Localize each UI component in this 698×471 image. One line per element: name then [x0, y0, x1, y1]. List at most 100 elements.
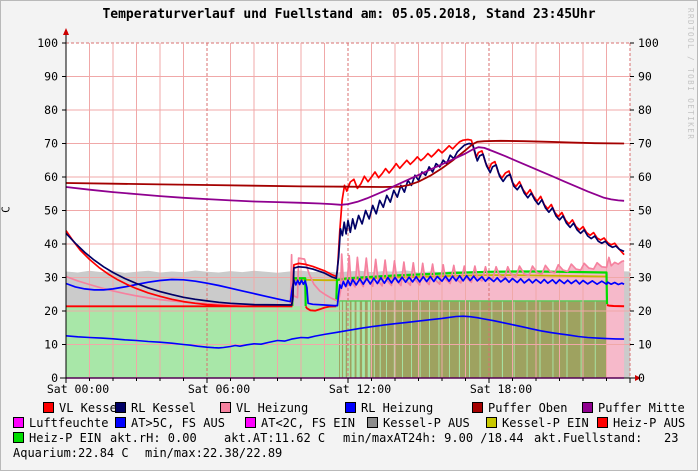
stat-aquarium: Aquarium:22.84 C [13, 446, 129, 460]
area-green-slit [469, 300, 470, 378]
area-green-slit [539, 300, 541, 378]
legend-label: RL Kessel [131, 401, 197, 415]
legend-swatch-heiz-p-aus [597, 417, 608, 428]
legend-label: RL Heizung [361, 401, 434, 415]
area-green-slit [438, 300, 440, 378]
x-tick-label: Sat 12:00 [329, 382, 391, 396]
stat-min-max: min/max:22.38/22.89 [145, 446, 283, 460]
y-tick-label-right: 0 [638, 371, 645, 385]
series-puffer_oben [65, 139, 625, 188]
y-tick-label-left: 10 [44, 338, 58, 352]
area-green-slit [458, 300, 460, 378]
area-green-slit [419, 300, 421, 378]
area-khaki-overlap [345, 300, 348, 378]
stat-akt-fuellstand: akt.Fuellstand: 23 [534, 431, 679, 445]
legend-label: Heiz-P EIN [29, 431, 102, 445]
legend-label: Kessel-P EIN [502, 416, 589, 430]
series-at_line [65, 315, 625, 349]
area-green-slit [526, 300, 528, 378]
area-green-slit [386, 300, 387, 378]
y-axis-arrow [63, 28, 69, 35]
legend-item-heiz-p-aus: Heiz-P AUS [597, 417, 685, 430]
area-green-slit [373, 300, 375, 378]
legend-label: AT>5C, FS AUS [131, 416, 225, 430]
legend-swatch-vl-kessel [43, 402, 54, 413]
area-heiz-p-ein [66, 306, 337, 378]
area-green-slit [449, 300, 450, 378]
area-khaki-overlap [341, 300, 344, 378]
area-green-slit [594, 300, 596, 378]
area-green-slit [491, 300, 493, 378]
area-khaki-overlap [359, 300, 363, 378]
y-tick-label-left: 70 [44, 137, 58, 151]
legend-item-puffer-mitte: Puffer Mitte [582, 402, 685, 415]
legend-item-at-2c-fs-ein: AT<2C, FS EIN [245, 417, 355, 430]
legend-item-rl-kessel: RL Kessel [115, 402, 196, 415]
stat-akt-at: akt.AT:11.62 C [224, 431, 326, 445]
legend-item-rl-heizung: RL Heizung [345, 402, 433, 415]
legend-label: VL Kessel [59, 401, 125, 415]
legend-label: AT<2C, FS EIN [261, 416, 355, 430]
chart-canvas: 0 0 10 10 20 20 30 30 40 40 50 50 60 60 70 70 80 80 90 90 10… [37, 28, 659, 396]
stat-min-maxat24h: min/maxAT24h: 9.00 /18.44 [343, 431, 524, 445]
legend-swatch-puffer-mitte [582, 402, 593, 413]
legend-item-heiz-p-ein: Heiz-P EIN [13, 432, 101, 445]
legend-item-at-5c-fs-aus: AT>5C, FS AUS [115, 417, 225, 430]
legend-label: VL Heizung [236, 401, 309, 415]
y-tick-label-right: 70 [638, 137, 652, 151]
legend-label: Kessel-P AUS [383, 416, 470, 430]
y-tick-label-right: 10 [638, 338, 652, 352]
y-tick-label-left: 90 [44, 70, 58, 84]
y-tick-label-right: 50 [638, 204, 652, 218]
legend-swatch-vl-heizung [220, 402, 231, 413]
legend-swatch-rl-kessel [115, 402, 126, 413]
series-puffer_mitte [65, 146, 625, 206]
area-green-slit [501, 300, 503, 378]
area-khaki-overlap [354, 300, 357, 378]
legend-item-puffer-oben: Puffer Oben [472, 402, 567, 415]
legend-swatch-luftfeuchte [13, 417, 24, 428]
legend-swatch-kessel-p-ein [486, 417, 497, 428]
series-vl_heizung [65, 253, 625, 307]
y-tick-label-right: 100 [638, 36, 659, 50]
y-tick-label-left: 30 [44, 271, 58, 285]
legend-swatch-rl-heizung [345, 402, 356, 413]
y-tick-label-right: 90 [638, 70, 652, 84]
x-tick-label: Sat 00:00 [47, 382, 109, 396]
legend-swatch-at-5c-fs-aus [115, 417, 126, 428]
graph-title: Temperaturverlauf und Fuellstand am: 05.… [102, 7, 596, 22]
area-green-slit [411, 300, 412, 378]
x-tick-label: Sat 06:00 [188, 382, 250, 396]
legend-item-luftfeuchte: Luftfeuchte [13, 417, 108, 430]
y-tick-label-left: 80 [44, 103, 58, 117]
x-tick-label: Sat 18:00 [470, 382, 532, 396]
y-tick-label-right: 30 [638, 271, 652, 285]
x-axis-arrow [635, 375, 641, 381]
area-green-slit [479, 300, 481, 378]
legend-item-kessel-p-aus: Kessel-P AUS [367, 417, 470, 430]
legend-item-vl-heizung: VL Heizung [220, 402, 308, 415]
legend-item-kessel-p-ein: Kessel-P EIN [486, 417, 589, 430]
area-green-slit [566, 300, 568, 378]
legend-item-vl-kessel: VL Kessel [43, 402, 124, 415]
series-rl_heizung [65, 274, 625, 307]
area-green-slit [552, 300, 554, 378]
y-tick-label-left: 20 [44, 304, 58, 318]
y-tick-label-left: 60 [44, 170, 58, 184]
y-tick-label-right: 80 [638, 103, 652, 117]
legend-label: Puffer Oben [488, 401, 568, 415]
y-tick-label-right: 40 [638, 237, 652, 251]
legend-label: Heiz-P AUS [613, 416, 686, 430]
area-khaki-overlap [349, 300, 352, 378]
y-tick-label-left: 100 [37, 36, 58, 50]
area-green-slit [580, 300, 582, 378]
rrdtool-watermark: RRDTOOL / TOBI OETIKER [686, 8, 695, 141]
y-tick-label-right: 20 [638, 304, 652, 318]
series-heiz_p_aus_b [304, 305, 337, 312]
y-tick-label-left: 0 [51, 371, 58, 385]
y-tick-label-left: 40 [44, 237, 58, 251]
stat-akt-rh: akt.rH: 0.00 [110, 431, 197, 445]
legend-label: Puffer Mitte [598, 401, 685, 415]
area-khaki-overlap [364, 300, 368, 378]
